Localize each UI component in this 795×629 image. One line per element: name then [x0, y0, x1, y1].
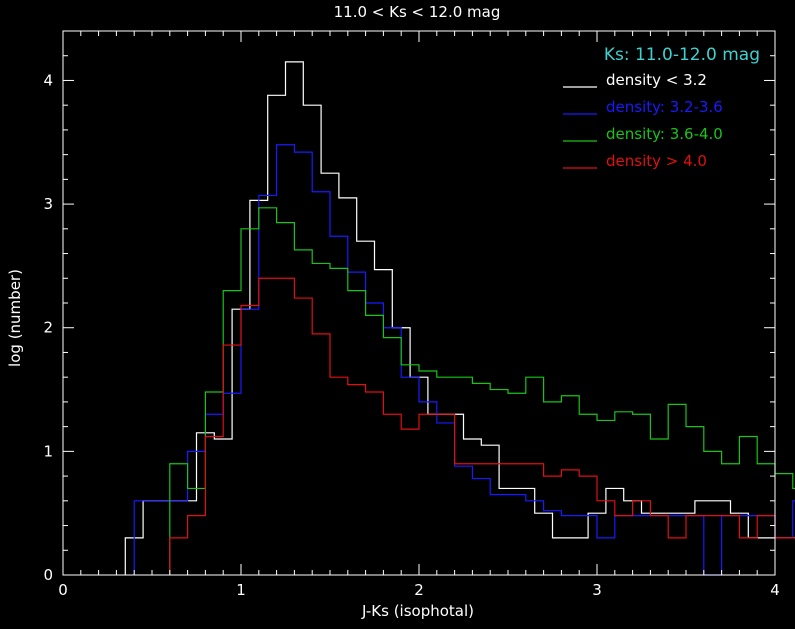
- y-tick-label: 0: [43, 566, 53, 584]
- legend-entry-label: density: 3.6-4.0: [606, 125, 723, 143]
- y-tick-label: 4: [43, 71, 53, 89]
- x-tick-label: 1: [236, 581, 246, 599]
- legend-entry-label: density > 4.0: [606, 152, 707, 170]
- series-layer: [124, 61, 795, 576]
- histogram-series-3: [169, 207, 795, 575]
- x-tick-label: 4: [770, 581, 780, 599]
- x-tick-label: 0: [58, 581, 68, 599]
- legend-title: Ks: 11.0-12.0 mag: [604, 45, 760, 65]
- x-axis-label: J-Ks (isophotal): [361, 602, 474, 620]
- y-axis-label: log (number): [6, 269, 24, 367]
- y-tick-label: 1: [43, 442, 53, 460]
- legend-entry-label: density < 3.2: [606, 71, 707, 89]
- chart-title: 11.0 < Ks < 12.0 mag: [334, 3, 501, 21]
- y-tick-label: 2: [43, 319, 53, 337]
- legend-entry-label: density: 3.2-3.6: [606, 98, 723, 116]
- axes-layer: 0 1 2 3 4 0 1 2 3 4: [43, 30, 780, 599]
- histogram-series-4: [169, 277, 795, 575]
- x-tick-label: 2: [414, 581, 424, 599]
- legend: Ks: 11.0-12.0 mag density < 3.2 density: 3…: [563, 45, 760, 170]
- histogram-series-2: [133, 144, 795, 576]
- y-tick-label: 3: [43, 195, 53, 213]
- x-tick-label: 3: [592, 581, 602, 599]
